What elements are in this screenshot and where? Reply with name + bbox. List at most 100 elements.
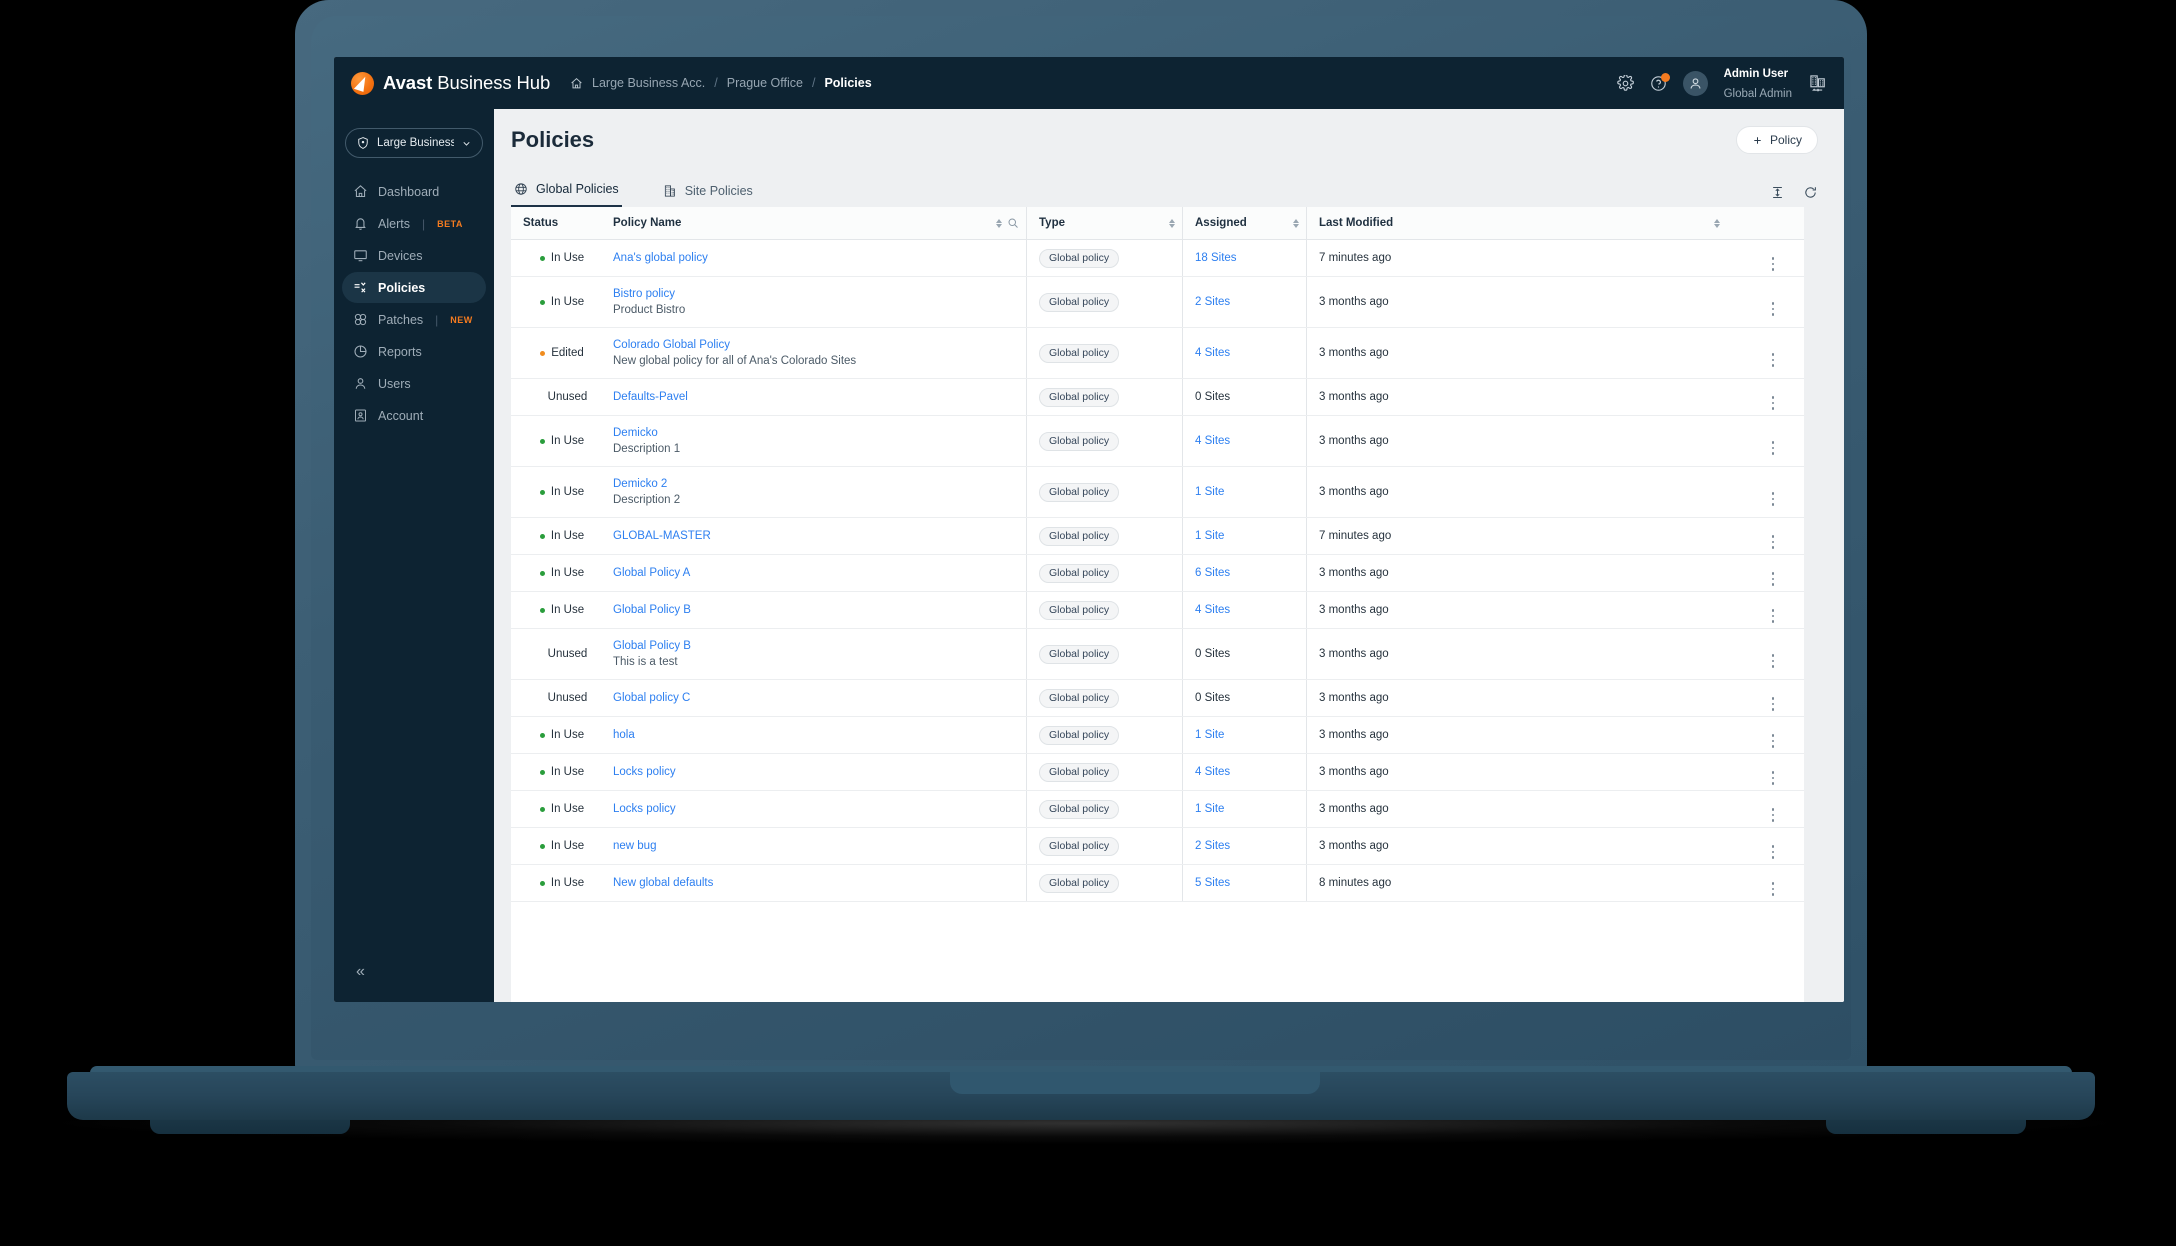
policy-name-link[interactable]: Defaults-Pavel xyxy=(613,391,688,403)
refresh-icon[interactable] xyxy=(1803,185,1818,200)
policy-name-link[interactable]: hola xyxy=(613,729,635,741)
assigned-sites[interactable]: 1 Site xyxy=(1195,729,1225,741)
table-row[interactable]: Unused Defaults-Pavel Global policy 0 Sites… xyxy=(511,379,1804,416)
assigned-sites[interactable]: 4 Sites xyxy=(1195,347,1231,359)
row-actions-menu-icon[interactable] xyxy=(1742,240,1804,276)
table-row[interactable]: In Use hola Global policy 1 Site 3 months ag… xyxy=(511,717,1804,754)
brand-logo-area[interactable]: Avast Business Hub xyxy=(334,71,560,95)
chevron-double-left-icon[interactable]: « xyxy=(356,963,365,980)
row-last-modified: 3 months ago xyxy=(1307,629,1727,679)
home-icon[interactable] xyxy=(570,77,583,90)
user-info-block[interactable]: Admin User Global Admin xyxy=(1724,63,1792,102)
table-row[interactable]: In Use Ana's global policy Global policy 18… xyxy=(511,240,1804,277)
row-actions-menu-icon[interactable] xyxy=(1742,592,1804,628)
row-actions-menu-icon[interactable] xyxy=(1742,629,1804,679)
row-actions-menu-icon[interactable] xyxy=(1742,467,1804,517)
sidebar-item-devices[interactable]: Devices xyxy=(342,240,486,271)
tab-global-policies[interactable]: Global Policies xyxy=(511,182,622,207)
column-header-type[interactable]: Type xyxy=(1027,207,1183,239)
row-height-icon[interactable] xyxy=(1770,185,1785,200)
policy-name-link[interactable]: GLOBAL-MASTER xyxy=(613,530,711,542)
table-header-row: Status Policy Name T xyxy=(511,207,1804,240)
row-actions-menu-icon[interactable] xyxy=(1742,328,1804,378)
policy-name-link[interactable]: Demicko 2 xyxy=(613,478,668,490)
page-header: Policies Policy xyxy=(494,109,1844,171)
row-actions-menu-icon[interactable] xyxy=(1742,555,1804,591)
policy-name-link[interactable]: new bug xyxy=(613,840,657,852)
sidebar-item-account[interactable]: Account xyxy=(342,400,486,431)
sidebar-item-reports[interactable]: Reports xyxy=(342,336,486,367)
row-assigned: 1 Site xyxy=(1183,717,1307,753)
assigned-sites[interactable]: 2 Sites xyxy=(1195,296,1231,308)
table-row[interactable]: Unused Global policy C Global policy 0 Site… xyxy=(511,680,1804,717)
account-switcher[interactable]: Large Business Acc. xyxy=(345,128,483,158)
policy-name-link[interactable]: Global Policy B xyxy=(613,604,691,616)
table-row[interactable]: Edited Colorado Global Policy New global p… xyxy=(511,328,1804,379)
row-actions-menu-icon[interactable] xyxy=(1742,680,1804,716)
assigned-sites[interactable]: 1 Site xyxy=(1195,803,1225,815)
assigned-sites[interactable]: 5 Sites xyxy=(1195,877,1231,889)
assigned-sites[interactable]: 1 Site xyxy=(1195,486,1225,498)
row-actions-menu-icon[interactable] xyxy=(1742,754,1804,790)
company-switch-icon[interactable] xyxy=(1808,73,1828,93)
breadcrumb-item-account[interactable]: Large Business Acc. xyxy=(592,76,706,90)
assigned-sites[interactable]: 4 Sites xyxy=(1195,435,1231,447)
table-row[interactable]: Unused Global Policy B This is a test Globa… xyxy=(511,629,1804,680)
row-actions-menu-icon[interactable] xyxy=(1742,416,1804,466)
column-header-policy-name[interactable]: Policy Name xyxy=(601,207,1027,239)
search-icon[interactable] xyxy=(1007,217,1019,229)
sidebar-item-policies[interactable]: Policies xyxy=(342,272,486,303)
table-row[interactable]: In Use Global Policy B Global policy 4 Site… xyxy=(511,592,1804,629)
assigned-sites[interactable]: 2 Sites xyxy=(1195,840,1231,852)
policy-name-link[interactable]: Demicko xyxy=(613,427,658,439)
policy-name-link[interactable]: Global Policy A xyxy=(613,567,691,579)
row-actions-menu-icon[interactable] xyxy=(1742,379,1804,415)
table-row[interactable]: In Use Bistro policy Product Bistro Global … xyxy=(511,277,1804,328)
sidebar-item-patches[interactable]: Patches | NEW xyxy=(342,304,486,335)
sidebar-item-label: Alerts xyxy=(378,216,410,231)
user-avatar-icon[interactable] xyxy=(1682,70,1708,96)
policy-name-link[interactable]: Ana's global policy xyxy=(613,252,708,264)
sidebar-item-alerts[interactable]: Alerts | BETA xyxy=(342,208,486,239)
policy-name-link[interactable]: Global policy C xyxy=(613,692,691,704)
sidebar-item-dashboard[interactable]: Dashboard xyxy=(342,176,486,207)
row-actions-menu-icon[interactable] xyxy=(1742,865,1804,901)
assigned-sites[interactable]: 6 Sites xyxy=(1195,567,1231,579)
row-actions-menu-icon[interactable] xyxy=(1742,277,1804,327)
help-circle-icon[interactable] xyxy=(1650,72,1670,92)
table-row[interactable]: In Use new bug Global policy 2 Sites 3 month… xyxy=(511,828,1804,865)
policy-name-link[interactable]: Colorado Global Policy xyxy=(613,339,730,351)
assigned-sites[interactable]: 4 Sites xyxy=(1195,604,1231,616)
tab-site-policies[interactable]: Site Policies xyxy=(660,184,756,207)
assigned-sites[interactable]: 1 Site xyxy=(1195,530,1225,542)
row-actions-menu-icon[interactable] xyxy=(1742,518,1804,554)
assigned-sites[interactable]: 18 Sites xyxy=(1195,252,1237,264)
add-policy-button[interactable]: Policy xyxy=(1735,126,1818,154)
row-actions-menu-icon[interactable] xyxy=(1742,791,1804,827)
sort-toggle-icon[interactable] xyxy=(1714,218,1720,228)
policy-name-link[interactable]: Bistro policy xyxy=(613,288,675,300)
policy-name-link[interactable]: New global defaults xyxy=(613,877,714,889)
table-row[interactable]: In Use GLOBAL-MASTER Global policy 1 Site 7 … xyxy=(511,518,1804,555)
sort-toggle-icon[interactable] xyxy=(996,218,1002,228)
row-actions-menu-icon[interactable] xyxy=(1742,717,1804,753)
gear-icon[interactable] xyxy=(1616,74,1634,92)
table-row[interactable]: In Use Demicko Description 1 Global policy 4… xyxy=(511,416,1804,467)
policy-name-link[interactable]: Global Policy B xyxy=(613,640,691,652)
sort-toggle-icon[interactable] xyxy=(1293,218,1299,228)
last-modified-text: 3 months ago xyxy=(1319,766,1389,778)
column-header-assigned[interactable]: Assigned xyxy=(1183,207,1307,239)
table-row[interactable]: In Use Locks policy Global policy 1 Site 3 m… xyxy=(511,791,1804,828)
sort-toggle-icon[interactable] xyxy=(1169,218,1175,228)
sidebar-item-users[interactable]: Users xyxy=(342,368,486,399)
table-row[interactable]: In Use New global defaults Global policy 5 … xyxy=(511,865,1804,902)
breadcrumb-item-site[interactable]: Prague Office xyxy=(726,76,803,90)
table-row[interactable]: In Use Locks policy Global policy 4 Sites 3 … xyxy=(511,754,1804,791)
table-row[interactable]: In Use Global Policy A Global policy 6 Site… xyxy=(511,555,1804,592)
policy-name-link[interactable]: Locks policy xyxy=(613,803,676,815)
policy-name-link[interactable]: Locks policy xyxy=(613,766,676,778)
table-row[interactable]: In Use Demicko 2 Description 2 Global polic… xyxy=(511,467,1804,518)
row-actions-menu-icon[interactable] xyxy=(1742,828,1804,864)
assigned-sites[interactable]: 4 Sites xyxy=(1195,766,1231,778)
column-header-last-modified[interactable]: Last Modified xyxy=(1307,207,1727,239)
